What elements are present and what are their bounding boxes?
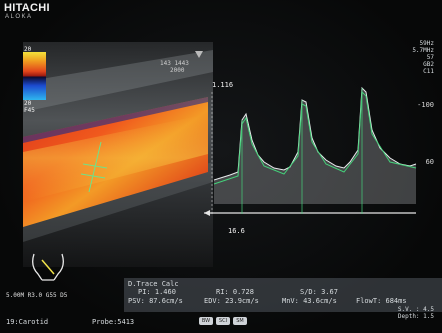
trace-calc-edv: EDV: 23.9cm/s — [204, 297, 259, 305]
trace-calc-ri: RI: 0.728 — [216, 288, 254, 296]
acquisition-settings: 5.00M R3.0 G55 D5 — [6, 292, 68, 299]
brand-logo: HITACHI — [4, 2, 50, 14]
bmode-overlay-text: 143 1443 — [160, 60, 189, 67]
trace-calc-mnv: MnV: 43.6cm/s — [282, 297, 337, 305]
auto-trace-line — [213, 90, 417, 185]
sm-button[interactable]: SM — [233, 317, 247, 325]
doppler-scale-mark: 60 — [425, 158, 434, 166]
trace-calc-psv: PSV: 87.6cm/s — [128, 297, 183, 305]
trace-calc-sd: S/D: 3.67 — [300, 288, 338, 296]
trace-calc-panel — [124, 278, 442, 312]
doppler-top-marker: 1.116 — [212, 81, 234, 89]
param-c: C11 — [423, 68, 434, 75]
baseline-arrow — [204, 210, 210, 216]
depth: Depth: 1.5 — [397, 313, 434, 320]
brand-sublogo: ALOKA — [5, 14, 33, 20]
steer-angle: F45 — [24, 107, 35, 114]
bw-button[interactable]: BW — [199, 317, 213, 325]
doppler-bottom-marker: 16.6 — [228, 227, 245, 235]
body-marker-icon — [32, 253, 64, 281]
preset-label: 19:Carotid — [6, 318, 49, 326]
param-gain: 57 — [426, 54, 434, 61]
param-gb: GB2 — [423, 61, 434, 68]
spectrum-outline — [213, 86, 417, 181]
probe-label: Probe:5413 — [92, 318, 135, 326]
color-scale-bar — [23, 52, 46, 100]
trace-calc-pi: PI: 1.460 — [138, 288, 176, 296]
param-frame-rate: 59Hz — [419, 40, 434, 47]
bmode-color-image — [23, 42, 213, 267]
trace-calc-title: D.Trace Calc — [128, 280, 179, 288]
color-scale-bottom: 20 — [24, 100, 32, 107]
doppler-spectrum — [204, 86, 417, 216]
sci-button[interactable]: SCI — [216, 317, 230, 325]
trace-calc-flow: FlowT: 684ms — [356, 297, 407, 305]
sample-gate[interactable] — [80, 141, 108, 193]
doppler-scale-mark: -100 — [417, 101, 434, 109]
bmode-overlay-text-2: 2000 — [170, 67, 185, 74]
sample-volume: S.V. : 4.5 — [397, 306, 434, 313]
param-frequency: 5.7MHz — [412, 47, 434, 54]
color-scale-top: 20 — [24, 46, 32, 53]
